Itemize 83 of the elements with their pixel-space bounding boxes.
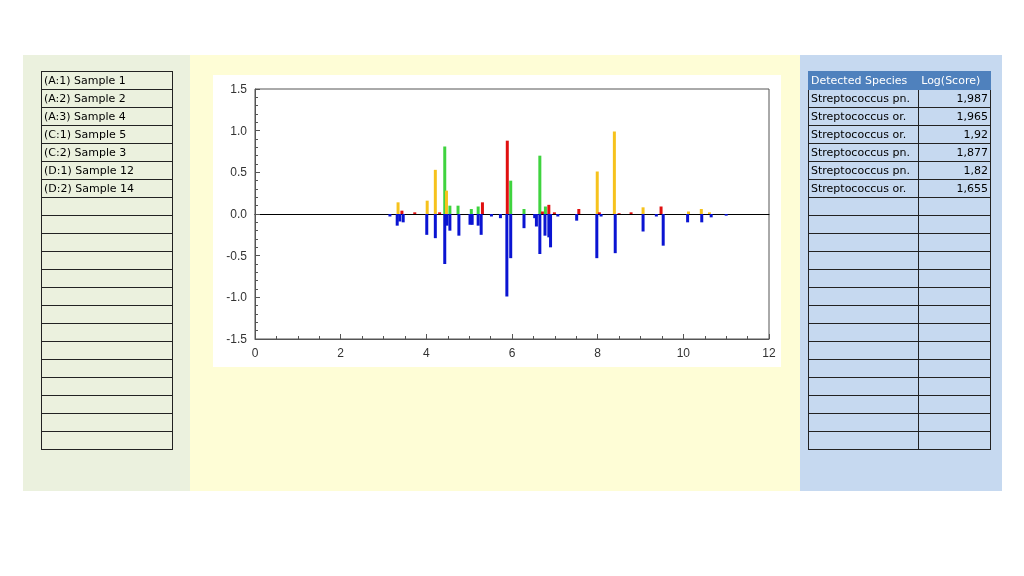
bar	[457, 214, 461, 236]
bar	[498, 214, 502, 219]
x-tick-label: 2	[337, 346, 345, 360]
text: 1,655	[918, 179, 991, 198]
x-tick-label: 6	[508, 346, 516, 360]
y-tick-label: 0.0	[230, 207, 248, 221]
x-tick-label: 10	[676, 346, 691, 360]
bar	[476, 206, 480, 214]
text: Streptococcus pn.	[808, 161, 919, 180]
bar	[556, 214, 560, 217]
bar	[489, 214, 493, 217]
bar	[641, 214, 645, 232]
bar	[505, 140, 509, 214]
bar	[577, 209, 581, 214]
bar	[549, 214, 553, 248]
bar	[654, 214, 658, 217]
y-tick-label: -0.5	[226, 248, 248, 263]
x-tick-label: 4	[422, 346, 430, 360]
text: (D:1) Sample 12	[41, 161, 173, 180]
bar	[448, 214, 452, 231]
bar	[425, 200, 429, 214]
text: Detected Species	[808, 71, 919, 90]
bar	[538, 214, 542, 254]
y-tick-label: -1.0	[226, 290, 248, 305]
bar	[479, 214, 483, 235]
bar	[613, 214, 617, 254]
bar	[641, 207, 645, 214]
y-tick-label: 1.5	[230, 82, 248, 96]
bar	[480, 202, 484, 214]
text: 1,987	[918, 89, 991, 108]
x-tick-label: 0	[251, 346, 259, 360]
bar	[509, 180, 513, 214]
y-tick-label: 1.0	[230, 123, 248, 138]
bar	[543, 206, 547, 214]
bar	[547, 204, 551, 214]
bar	[612, 131, 616, 214]
bar	[538, 155, 542, 214]
bar	[448, 205, 452, 214]
bar	[659, 206, 663, 214]
text: 1,965	[918, 107, 991, 126]
bar	[425, 214, 429, 235]
bar	[700, 214, 704, 223]
y-tick-label: -1.5	[226, 332, 248, 346]
bar	[543, 214, 547, 236]
bar	[401, 214, 405, 223]
bar	[433, 169, 437, 214]
bar	[444, 190, 448, 214]
bar	[398, 214, 402, 222]
bar	[443, 214, 447, 264]
text: Streptococcus pn.	[808, 143, 919, 162]
text: (A:3) Sample 4	[41, 107, 173, 126]
bar	[396, 202, 400, 214]
text: (A:1) Sample 1	[41, 71, 173, 90]
text: 1,92	[918, 125, 991, 144]
bar	[522, 214, 526, 229]
text: (C:1) Sample 5	[41, 125, 173, 144]
x-tick-label: 8	[594, 346, 602, 360]
text: Streptococcus or.	[808, 107, 919, 126]
bar	[505, 214, 509, 297]
text: 1,82	[918, 161, 991, 180]
bar	[575, 214, 579, 221]
text: (A:2) Sample 2	[41, 89, 173, 108]
bar	[433, 214, 437, 239]
text: (C:2) Sample 3	[41, 143, 173, 162]
text: (D:2) Sample 14	[41, 179, 173, 198]
bar	[595, 171, 599, 214]
text: Streptococcus or.	[808, 125, 919, 144]
bar	[469, 209, 473, 214]
bar	[388, 214, 392, 217]
x-tick-label: 12	[762, 346, 776, 360]
y-tick-label: 0.5	[230, 165, 248, 180]
bar	[595, 214, 599, 259]
bar	[699, 209, 703, 214]
text: 1,877	[918, 143, 991, 162]
bar	[709, 214, 713, 218]
bar	[522, 209, 526, 214]
text: Streptococcus or.	[808, 179, 919, 198]
bar	[661, 214, 665, 246]
bar	[400, 210, 404, 214]
text: Streptococcus pn.	[808, 89, 919, 108]
bar	[456, 205, 460, 214]
text: Log(Score)	[918, 71, 991, 90]
bar	[686, 214, 690, 223]
